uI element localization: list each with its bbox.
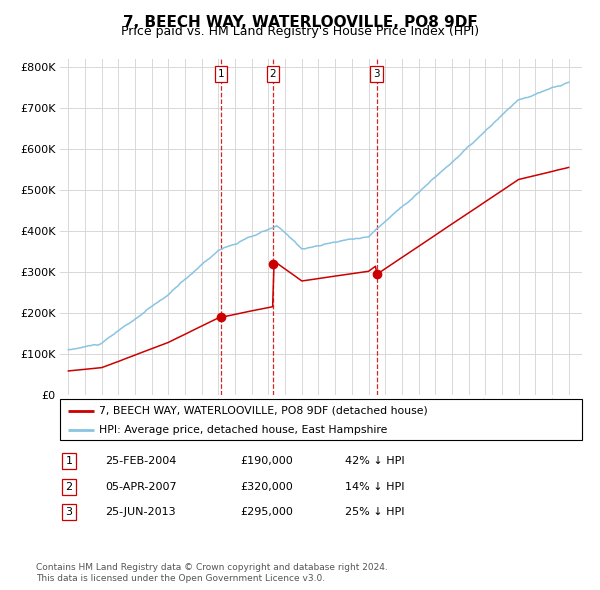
Text: 3: 3 [65,507,73,517]
Text: 2: 2 [65,482,73,491]
Text: 7, BEECH WAY, WATERLOOVILLE, PO8 9DF: 7, BEECH WAY, WATERLOOVILLE, PO8 9DF [122,15,478,30]
Text: 14% ↓ HPI: 14% ↓ HPI [345,482,404,491]
Text: 25% ↓ HPI: 25% ↓ HPI [345,507,404,517]
Text: £320,000: £320,000 [240,482,293,491]
Text: £190,000: £190,000 [240,457,293,466]
FancyBboxPatch shape [60,399,582,440]
Text: 2: 2 [269,69,276,79]
Text: 1: 1 [65,457,73,466]
Text: 7, BEECH WAY, WATERLOOVILLE, PO8 9DF (detached house): 7, BEECH WAY, WATERLOOVILLE, PO8 9DF (de… [99,406,428,416]
Text: £295,000: £295,000 [240,507,293,517]
Text: Contains HM Land Registry data © Crown copyright and database right 2024.: Contains HM Land Registry data © Crown c… [36,563,388,572]
Text: 3: 3 [373,69,380,79]
Text: 05-APR-2007: 05-APR-2007 [105,482,176,491]
Text: HPI: Average price, detached house, East Hampshire: HPI: Average price, detached house, East… [99,425,388,434]
Text: 42% ↓ HPI: 42% ↓ HPI [345,457,404,466]
Text: 25-JUN-2013: 25-JUN-2013 [105,507,176,517]
Text: Price paid vs. HM Land Registry's House Price Index (HPI): Price paid vs. HM Land Registry's House … [121,25,479,38]
Text: 25-FEB-2004: 25-FEB-2004 [105,457,176,466]
Text: 1: 1 [218,69,224,79]
Text: This data is licensed under the Open Government Licence v3.0.: This data is licensed under the Open Gov… [36,574,325,583]
